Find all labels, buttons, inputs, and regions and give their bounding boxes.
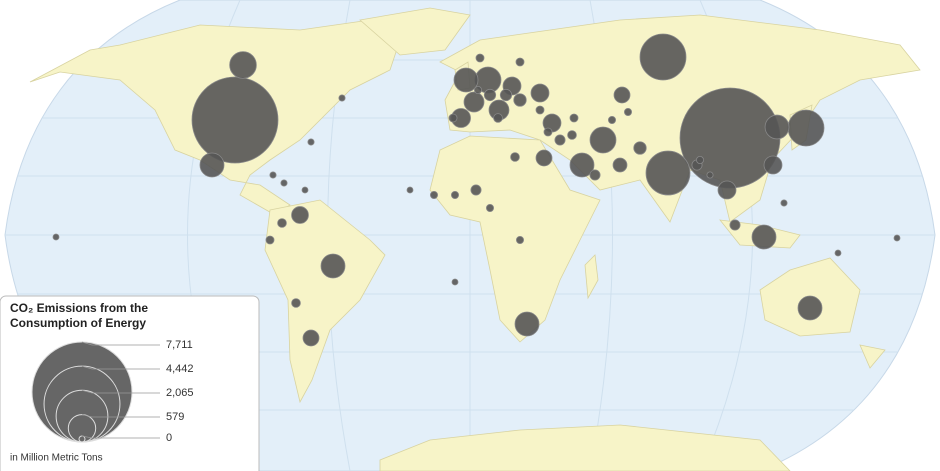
bubble [448, 113, 458, 123]
bubble [429, 190, 439, 200]
legend-label: 4,442 [166, 363, 194, 375]
bubble [291, 206, 309, 224]
bubble [751, 224, 777, 250]
bubble [493, 113, 503, 123]
bubble [834, 249, 842, 257]
legend-unit: in Million Metric Tons [10, 453, 103, 464]
bubble [589, 169, 601, 181]
bubble [607, 115, 617, 125]
bubble [450, 190, 460, 200]
legend-label: 7,711 [166, 339, 193, 351]
bubble [191, 76, 279, 164]
bubble [514, 311, 540, 337]
bubble [338, 94, 346, 102]
bubble [706, 171, 714, 179]
bubble [633, 141, 647, 155]
bubble [639, 33, 687, 81]
bubble [406, 186, 414, 194]
legend-title: CO₂ Emissions from the Consumption of En… [10, 301, 149, 330]
bubble [499, 88, 513, 102]
bubble [515, 235, 525, 245]
bubble [543, 127, 553, 137]
bubble [780, 199, 788, 207]
bubble [320, 253, 346, 279]
bubble [763, 155, 783, 175]
legend-leader [81, 414, 160, 418]
bubble [589, 126, 617, 154]
bubble [229, 51, 257, 79]
bubble [269, 171, 277, 179]
bubble [475, 53, 485, 63]
bubble [679, 87, 781, 189]
bubble [301, 186, 309, 194]
legend-leader [81, 365, 160, 370]
bubble [717, 180, 737, 200]
bubble [302, 329, 320, 347]
bubble [483, 88, 497, 102]
bubble [535, 149, 553, 167]
legend-label: 2,065 [166, 387, 194, 399]
bubble [613, 86, 631, 104]
bubble [554, 134, 566, 146]
bubble [764, 114, 790, 140]
bubble [470, 184, 482, 196]
bubble [695, 155, 705, 165]
bubble [893, 234, 901, 242]
bubble [567, 130, 577, 140]
bubble [623, 107, 633, 117]
bubble [515, 57, 525, 67]
bubble [729, 219, 741, 231]
bubble [453, 67, 479, 93]
bubble [277, 218, 287, 228]
bubble [307, 138, 315, 146]
bubble [199, 152, 225, 178]
bubble [510, 152, 520, 162]
bubble [535, 105, 545, 115]
legend-label: 0 [166, 432, 172, 444]
legend-circle [31, 341, 133, 443]
bubble [787, 109, 825, 147]
bubble [473, 85, 483, 95]
bubbles [52, 33, 901, 347]
bubble [280, 179, 288, 187]
bubble [265, 235, 275, 245]
bubble [451, 278, 459, 286]
bubble [569, 152, 595, 178]
bubble [797, 295, 823, 321]
bubble [463, 91, 485, 113]
legend-leader [81, 341, 160, 346]
bubble [291, 298, 301, 308]
bubble [645, 150, 691, 196]
legend-leader [81, 389, 160, 394]
bubble [485, 203, 495, 213]
legend: 7,711 4,442 2,065 579 0 [31, 339, 194, 444]
legend-label: 579 [166, 411, 184, 423]
bubble [513, 93, 527, 107]
bubble [530, 83, 550, 103]
bubble [569, 113, 579, 123]
bubble [612, 157, 628, 173]
legend-leader [81, 435, 160, 439]
bubble [52, 233, 60, 241]
